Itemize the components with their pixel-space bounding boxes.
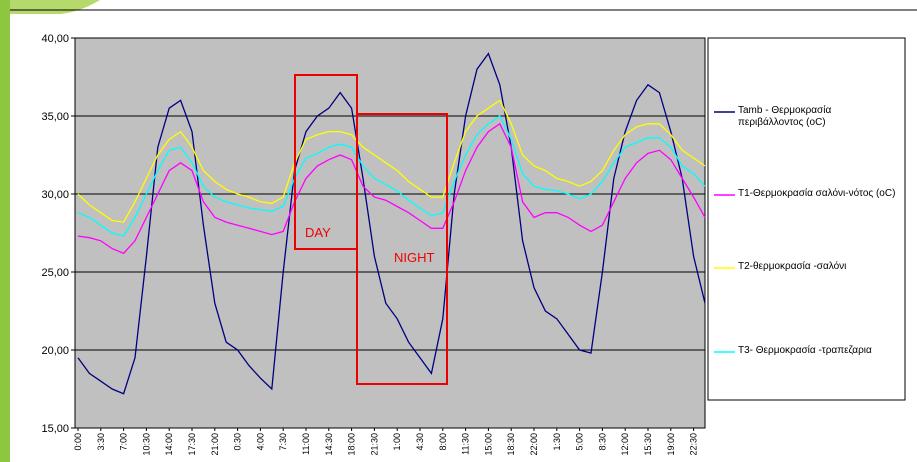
legend-entry: Tamb - Θερμοκρασία περιβάλλοντος (οC): [738, 105, 832, 128]
y-tick-label: 30,00: [41, 189, 69, 201]
series-line: [77, 115, 706, 237]
x-tick-label: 8:30: [597, 433, 607, 451]
x-tick-label: 21:30: [369, 433, 379, 456]
series-line: [77, 52, 706, 395]
x-tick-label: 10:30: [141, 433, 151, 456]
side-strip: [0, 0, 10, 462]
legend-entry: T1-Θερμοκρασία σαλόνι-νότος (oC): [738, 188, 896, 199]
x-tick-label: 22:00: [529, 433, 539, 456]
annotation: NIGHT: [394, 250, 435, 265]
x-tick-label: 11:00: [301, 433, 311, 455]
x-tick-label: 4:00: [255, 433, 265, 451]
series-line: [77, 122, 706, 255]
x-tick-label: 5:00: [575, 433, 585, 451]
y-tick-label: 20,00: [41, 345, 69, 357]
x-tick-label: 18:00: [347, 433, 357, 456]
y-tick-label: 15,00: [41, 423, 69, 435]
y-tick-label: 40,00: [41, 33, 69, 45]
x-tick-label: 3:30: [96, 433, 106, 451]
y-tick-label: 25,00: [41, 267, 69, 279]
x-tick-label: 7:30: [278, 433, 288, 451]
legend-label: T3- Θερμοκρασία -τραπεζαρια: [738, 345, 872, 356]
x-tick-label: 0:00: [73, 433, 83, 451]
legend-entry: T3- Θερμοκρασία -τραπεζαρια: [738, 345, 872, 356]
x-tick-label: 14:30: [324, 433, 334, 456]
night-box: [356, 113, 448, 385]
x-tick-label: 11:30: [461, 433, 471, 455]
corner-decoration: [0, 0, 100, 14]
x-tick-label: 14:00: [164, 433, 174, 456]
x-tick-label: 0:30: [233, 433, 243, 451]
x-tick-label: 22:30: [689, 433, 699, 456]
x-tick-label: 21:00: [210, 433, 220, 456]
x-tick-label: 1:00: [392, 433, 402, 451]
legend-label: Tamb - Θερμοκρασία περιβάλλοντος (οC): [738, 105, 832, 128]
y-tick-label: 35,00: [41, 111, 69, 123]
x-tick-label: 18:30: [506, 433, 516, 456]
x-tick-label: 19:00: [666, 433, 676, 456]
x-tick-label: 15:00: [483, 433, 493, 456]
plot-area: [74, 37, 706, 429]
x-tick-label: 1:30: [552, 433, 562, 451]
x-tick-label: 7:00: [119, 433, 129, 451]
x-tick-label: 17:30: [187, 433, 197, 456]
legend-entry: T2-θερμοκρασία -σαλόνι: [738, 261, 847, 272]
x-tick-label: 15:30: [643, 433, 653, 456]
legend-label: T1-Θερμοκρασία σαλόνι-νότος (oC): [738, 188, 896, 199]
x-tick-label: 4:30: [415, 433, 425, 451]
annotation: DAY: [305, 225, 331, 240]
legend-box: [707, 37, 906, 401]
x-tick-label: 12:00: [620, 433, 630, 456]
x-tick-label: 8:00: [438, 433, 448, 451]
legend-label: T2-θερμοκρασία -σαλόνι: [738, 261, 847, 272]
series-line: [77, 99, 706, 223]
